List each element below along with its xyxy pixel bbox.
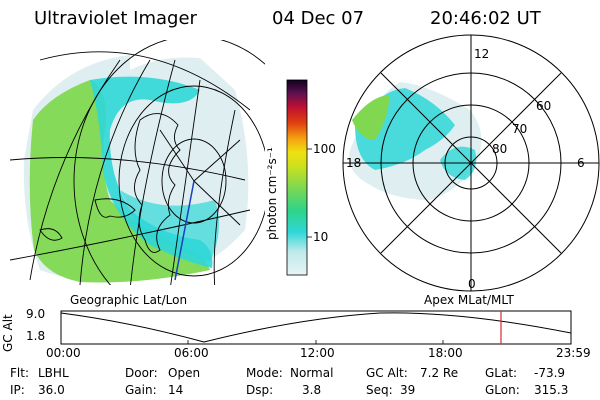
door-label: Door: xyxy=(125,366,158,380)
polar-image xyxy=(342,34,600,292)
dsp-label: Dsp: xyxy=(246,383,274,397)
orbit-ymax: 9.0 xyxy=(26,307,46,321)
mlt-label-6: 6 xyxy=(577,156,585,170)
orbit-plot-frame xyxy=(60,310,572,345)
ip-label: IP: xyxy=(10,383,25,397)
orbit-tick-1800: 18:00 xyxy=(428,346,463,360)
colorbar-unit-label: photon cm⁻²s⁻¹ xyxy=(265,147,279,240)
mlat-label-70: 70 xyxy=(512,122,528,136)
dsp-value: 3.8 xyxy=(302,383,322,397)
mode-value: Normal xyxy=(290,366,334,380)
orbit-tick-2359: 23:59 xyxy=(556,346,591,360)
mlt-label-12: 12 xyxy=(474,47,490,61)
colorbar-tick-100: 100 xyxy=(313,142,336,156)
instrument-title: Ultraviolet Imager xyxy=(34,8,197,29)
orbit-tick-1200: 12:00 xyxy=(300,346,335,360)
gc-alt-label: GC Alt: xyxy=(366,366,408,380)
orbit-ylabel: GC Alt xyxy=(1,314,15,352)
orbit-ymin: 1.8 xyxy=(26,329,46,343)
flt-value: LBHL xyxy=(38,366,69,380)
mode-label: Mode: xyxy=(246,366,283,380)
glon-label: GLon: xyxy=(485,383,520,397)
flt-label: Flt: xyxy=(10,366,29,380)
glat-label: GLat: xyxy=(485,366,518,380)
colorbar xyxy=(286,79,308,276)
orbit-altitude-curve xyxy=(60,312,572,343)
mlat-label-80: 80 xyxy=(492,142,508,156)
colorbar-tick-10: 10 xyxy=(313,230,329,244)
gc-alt-value: 7.2 Re xyxy=(420,366,459,380)
ip-value: 36.0 xyxy=(38,383,65,397)
glon-value: 315.3 xyxy=(534,383,569,397)
mlt-label-0: 0 xyxy=(468,277,476,291)
orbit-tick-0000: 00:00 xyxy=(46,346,81,360)
geo-panel-label: Geographic Lat/Lon xyxy=(70,293,188,307)
gain-label: Gain: xyxy=(125,383,157,397)
door-value: Open xyxy=(168,366,201,380)
polar-panel-label: Apex MLat/MLT xyxy=(424,293,514,307)
mlat-label-60: 60 xyxy=(536,99,552,113)
geographic-image xyxy=(10,40,265,285)
seq-value: 39 xyxy=(400,383,416,397)
image-date: 04 Dec 07 xyxy=(272,8,365,29)
mlt-label-18: 18 xyxy=(346,156,362,170)
gain-value: 14 xyxy=(168,383,184,397)
seq-label: Seq: xyxy=(366,383,393,397)
orbit-tick-0600: 06:00 xyxy=(174,346,209,360)
image-time: 20:46:02 UT xyxy=(430,8,541,29)
glat-value: -73.9 xyxy=(534,366,566,380)
